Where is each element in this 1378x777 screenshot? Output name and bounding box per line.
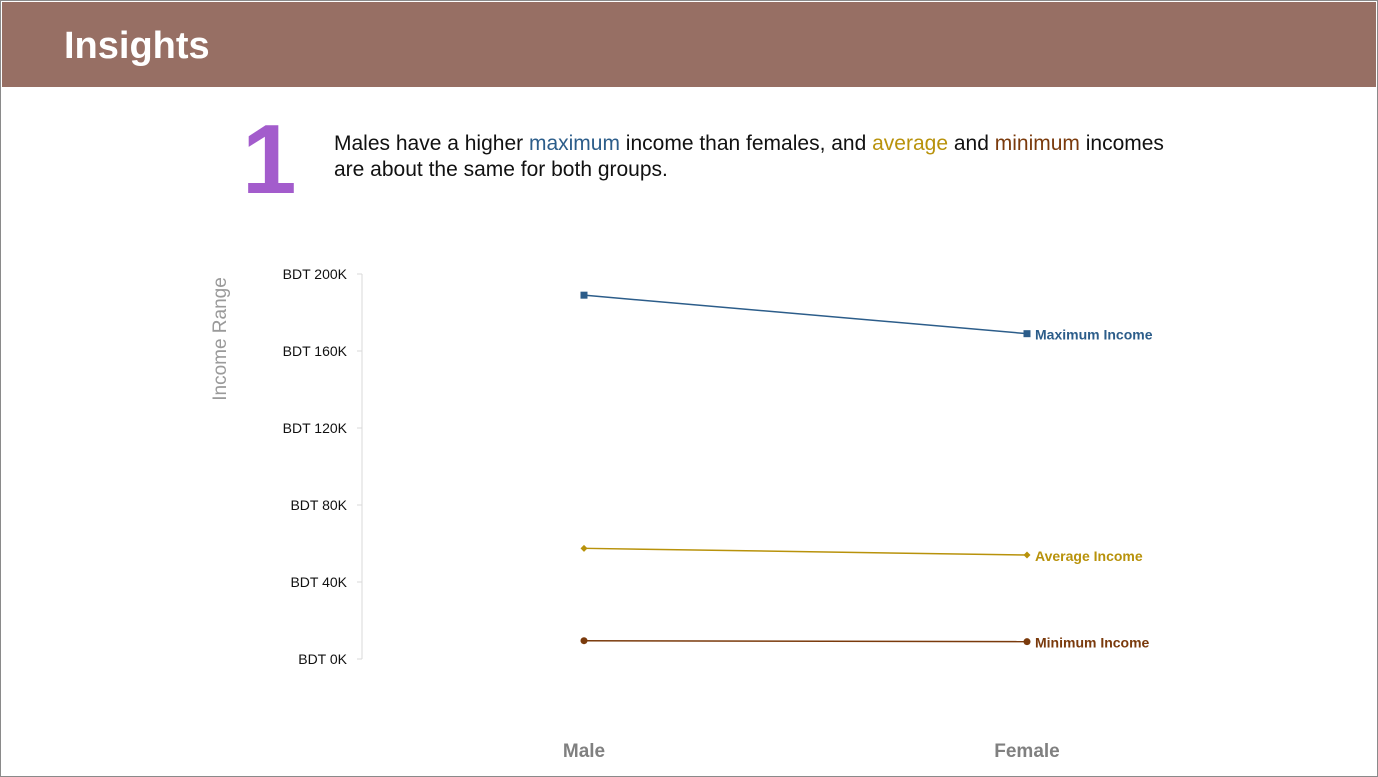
series-line [583,639,1028,643]
series-label: Minimum Income [1035,635,1150,651]
x-category-label: Female [994,741,1059,762]
y-tick-label: BDT 200K [283,266,348,282]
series-point [580,291,588,299]
y-tick-label: BDT 0K [298,651,347,667]
series-point [580,637,588,645]
insight-text-part: and [948,132,995,155]
series-label: Maximum Income [1035,327,1153,343]
series-point [1023,330,1031,338]
x-category-label: Male [563,741,605,762]
y-tick-label: BDT 40K [290,574,347,590]
y-axis-title: Income Range [210,277,231,401]
series-point [580,544,588,552]
highlight-maximum: maximum [528,132,620,155]
slide-title: Insights [64,25,210,67]
series-label: Average Income [1035,548,1143,564]
slide-header: Insights [2,2,1376,87]
insight-number: 1 [242,104,297,214]
insight-text-part: Males have a higher [334,132,529,155]
y-tick-label: BDT 160K [283,343,348,359]
series-line [583,547,1028,556]
y-tick-label: BDT 80K [290,497,347,513]
series-point [1023,551,1031,559]
highlight-minimum: minimum [994,132,1080,155]
highlight-average: average [872,132,949,155]
y-tick-label: BDT 120K [283,420,348,436]
insight-text: Males have a higher maximum income than … [334,131,1194,183]
insight-text-part: incomes are about the same for both grou… [334,132,1164,181]
insight-text-part: income than females, and [619,132,873,155]
series-line [583,294,1028,335]
series-point [1023,638,1031,646]
